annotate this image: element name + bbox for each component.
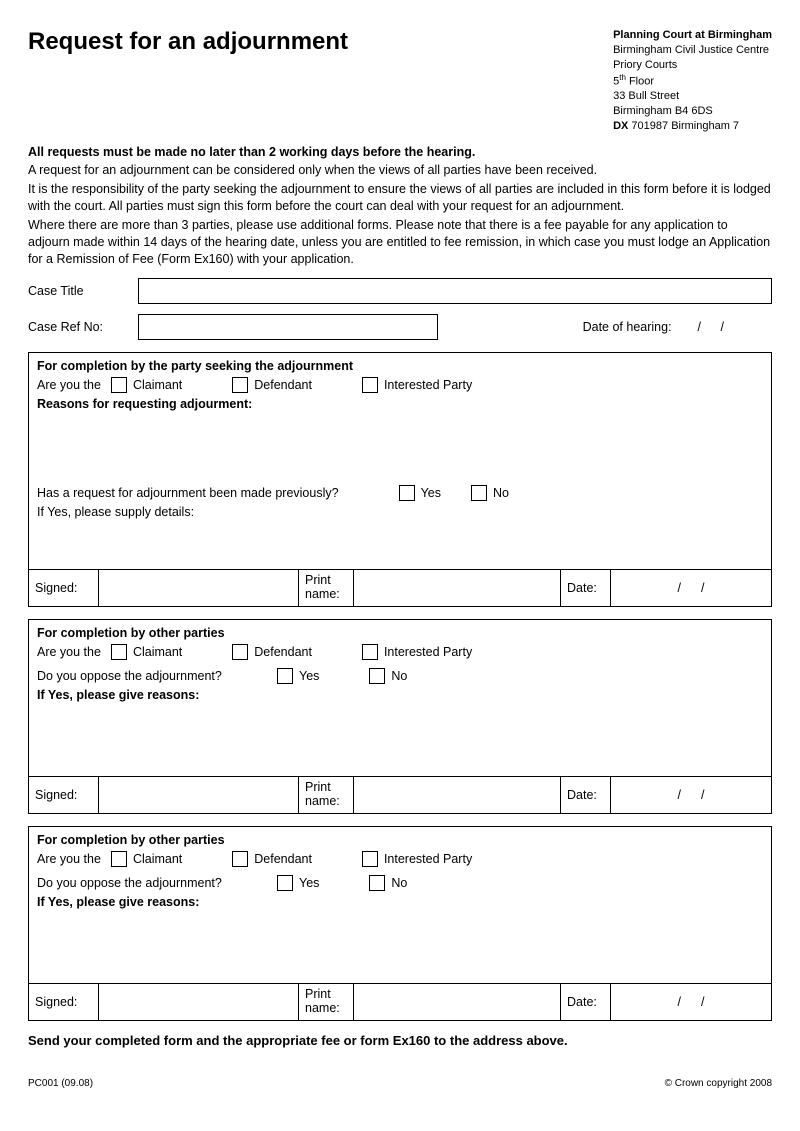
sig-date-input[interactable]: // bbox=[611, 984, 771, 1020]
oppose-yes-checkbox[interactable] bbox=[277, 875, 293, 891]
defendant-label: Defendant bbox=[254, 378, 312, 392]
oppose-label: Do you oppose the adjournment? bbox=[37, 669, 267, 683]
prev-no-checkbox[interactable] bbox=[471, 485, 487, 501]
signed-input[interactable] bbox=[105, 988, 292, 1016]
reasons-input[interactable] bbox=[37, 415, 763, 485]
intro-bold: All requests must be made no later than … bbox=[28, 144, 772, 161]
print-name-label: Print name: bbox=[305, 781, 347, 809]
if-yes-reasons-input[interactable] bbox=[37, 913, 763, 983]
address-line-6: Birmingham B4 6DS bbox=[613, 104, 772, 119]
address-line-1: Planning Court at Birmingham bbox=[613, 28, 772, 43]
section-requesting-party: For completion by the party seeking the … bbox=[28, 352, 772, 607]
reasons-label: Reasons for requesting adjourment: bbox=[37, 397, 763, 411]
copyright: © Crown copyright 2008 bbox=[665, 1078, 772, 1089]
case-ref-input[interactable] bbox=[138, 314, 438, 340]
print-name-input[interactable] bbox=[360, 988, 554, 1016]
date-label: Date: bbox=[567, 995, 603, 1009]
page-title: Request for an adjournment bbox=[28, 28, 348, 56]
prev-yes-checkbox[interactable] bbox=[399, 485, 415, 501]
intro-p2: It is the responsibility of the party se… bbox=[28, 181, 772, 215]
are-you-the-label: Are you the bbox=[37, 378, 101, 392]
print-name-input[interactable] bbox=[360, 574, 554, 602]
claimant-checkbox[interactable] bbox=[111, 377, 127, 393]
address-line-7: DX 701987 Birmingham 7 bbox=[613, 119, 772, 134]
signed-input[interactable] bbox=[105, 574, 292, 602]
address-line-5: 33 Bull Street bbox=[613, 89, 772, 104]
interested-party-label: Interested Party bbox=[384, 852, 472, 866]
if-yes-reasons-label: If Yes, please give reasons: bbox=[37, 895, 763, 909]
if-yes-details-label: If Yes, please supply details: bbox=[37, 505, 763, 519]
oppose-yes-checkbox[interactable] bbox=[277, 668, 293, 684]
signed-input[interactable] bbox=[105, 781, 292, 809]
defendant-label: Defendant bbox=[254, 852, 312, 866]
oppose-no-checkbox[interactable] bbox=[369, 875, 385, 891]
section1-title: For completion by the party seeking the … bbox=[37, 359, 763, 373]
oppose-yes-label: Yes bbox=[299, 876, 319, 890]
claimant-label: Claimant bbox=[133, 645, 182, 659]
print-name-label: Print name: bbox=[305, 988, 347, 1016]
if-yes-details-input[interactable] bbox=[37, 519, 763, 569]
claimant-checkbox[interactable] bbox=[111, 851, 127, 867]
oppose-no-checkbox[interactable] bbox=[369, 668, 385, 684]
case-ref-label: Case Ref No: bbox=[28, 320, 138, 334]
defendant-checkbox[interactable] bbox=[232, 377, 248, 393]
address-line-2: Birmingham Civil Justice Centre bbox=[613, 43, 772, 58]
defendant-checkbox[interactable] bbox=[232, 851, 248, 867]
defendant-label: Defendant bbox=[254, 645, 312, 659]
if-yes-reasons-input[interactable] bbox=[37, 706, 763, 776]
interested-party-label: Interested Party bbox=[384, 645, 472, 659]
date-of-hearing-label: Date of hearing: bbox=[583, 320, 672, 334]
case-title-label: Case Title bbox=[28, 284, 138, 298]
print-name-label: Print name: bbox=[305, 574, 347, 602]
interested-party-checkbox[interactable] bbox=[362, 644, 378, 660]
section-other-party-1: For completion by other parties Are you … bbox=[28, 619, 772, 814]
oppose-no-label: No bbox=[391, 876, 407, 890]
section-other-party-2: For completion by other parties Are you … bbox=[28, 826, 772, 1021]
oppose-label: Do you oppose the adjournment? bbox=[37, 876, 267, 890]
date-of-hearing-input[interactable]: / / bbox=[690, 320, 732, 334]
court-address: Planning Court at Birmingham Birmingham … bbox=[613, 28, 772, 134]
prev-no-label: No bbox=[493, 486, 509, 500]
intro-p3: Where there are more than 3 parties, ple… bbox=[28, 217, 772, 268]
claimant-label: Claimant bbox=[133, 852, 182, 866]
address-line-4: 5th Floor bbox=[613, 73, 772, 90]
oppose-no-label: No bbox=[391, 669, 407, 683]
sig-date-input[interactable]: // bbox=[611, 777, 771, 813]
date-label: Date: bbox=[567, 788, 603, 802]
intro-p1: A request for an adjournment can be cons… bbox=[28, 162, 772, 179]
address-line-3: Priory Courts bbox=[613, 58, 772, 73]
interested-party-checkbox[interactable] bbox=[362, 851, 378, 867]
section2-title: For completion by other parties bbox=[37, 626, 763, 640]
claimant-label: Claimant bbox=[133, 378, 182, 392]
prev-yes-label: Yes bbox=[421, 486, 441, 500]
sig-date-input[interactable]: // bbox=[611, 570, 771, 606]
section3-title: For completion by other parties bbox=[37, 833, 763, 847]
footer-note: Send your completed form and the appropr… bbox=[28, 1033, 772, 1048]
if-yes-reasons-label: If Yes, please give reasons: bbox=[37, 688, 763, 702]
signed-label: Signed: bbox=[35, 581, 83, 595]
case-title-input[interactable] bbox=[138, 278, 772, 304]
are-you-the-label: Are you the bbox=[37, 645, 101, 659]
intro-text: All requests must be made no later than … bbox=[28, 144, 772, 268]
interested-party-label: Interested Party bbox=[384, 378, 472, 392]
oppose-yes-label: Yes bbox=[299, 669, 319, 683]
interested-party-checkbox[interactable] bbox=[362, 377, 378, 393]
defendant-checkbox[interactable] bbox=[232, 644, 248, 660]
signed-label: Signed: bbox=[35, 995, 83, 1009]
form-code: PC001 (09.08) bbox=[28, 1078, 93, 1089]
date-label: Date: bbox=[567, 581, 603, 595]
signed-label: Signed: bbox=[35, 788, 83, 802]
claimant-checkbox[interactable] bbox=[111, 644, 127, 660]
are-you-the-label: Are you the bbox=[37, 852, 101, 866]
previous-request-label: Has a request for adjournment been made … bbox=[37, 486, 339, 500]
print-name-input[interactable] bbox=[360, 781, 554, 809]
